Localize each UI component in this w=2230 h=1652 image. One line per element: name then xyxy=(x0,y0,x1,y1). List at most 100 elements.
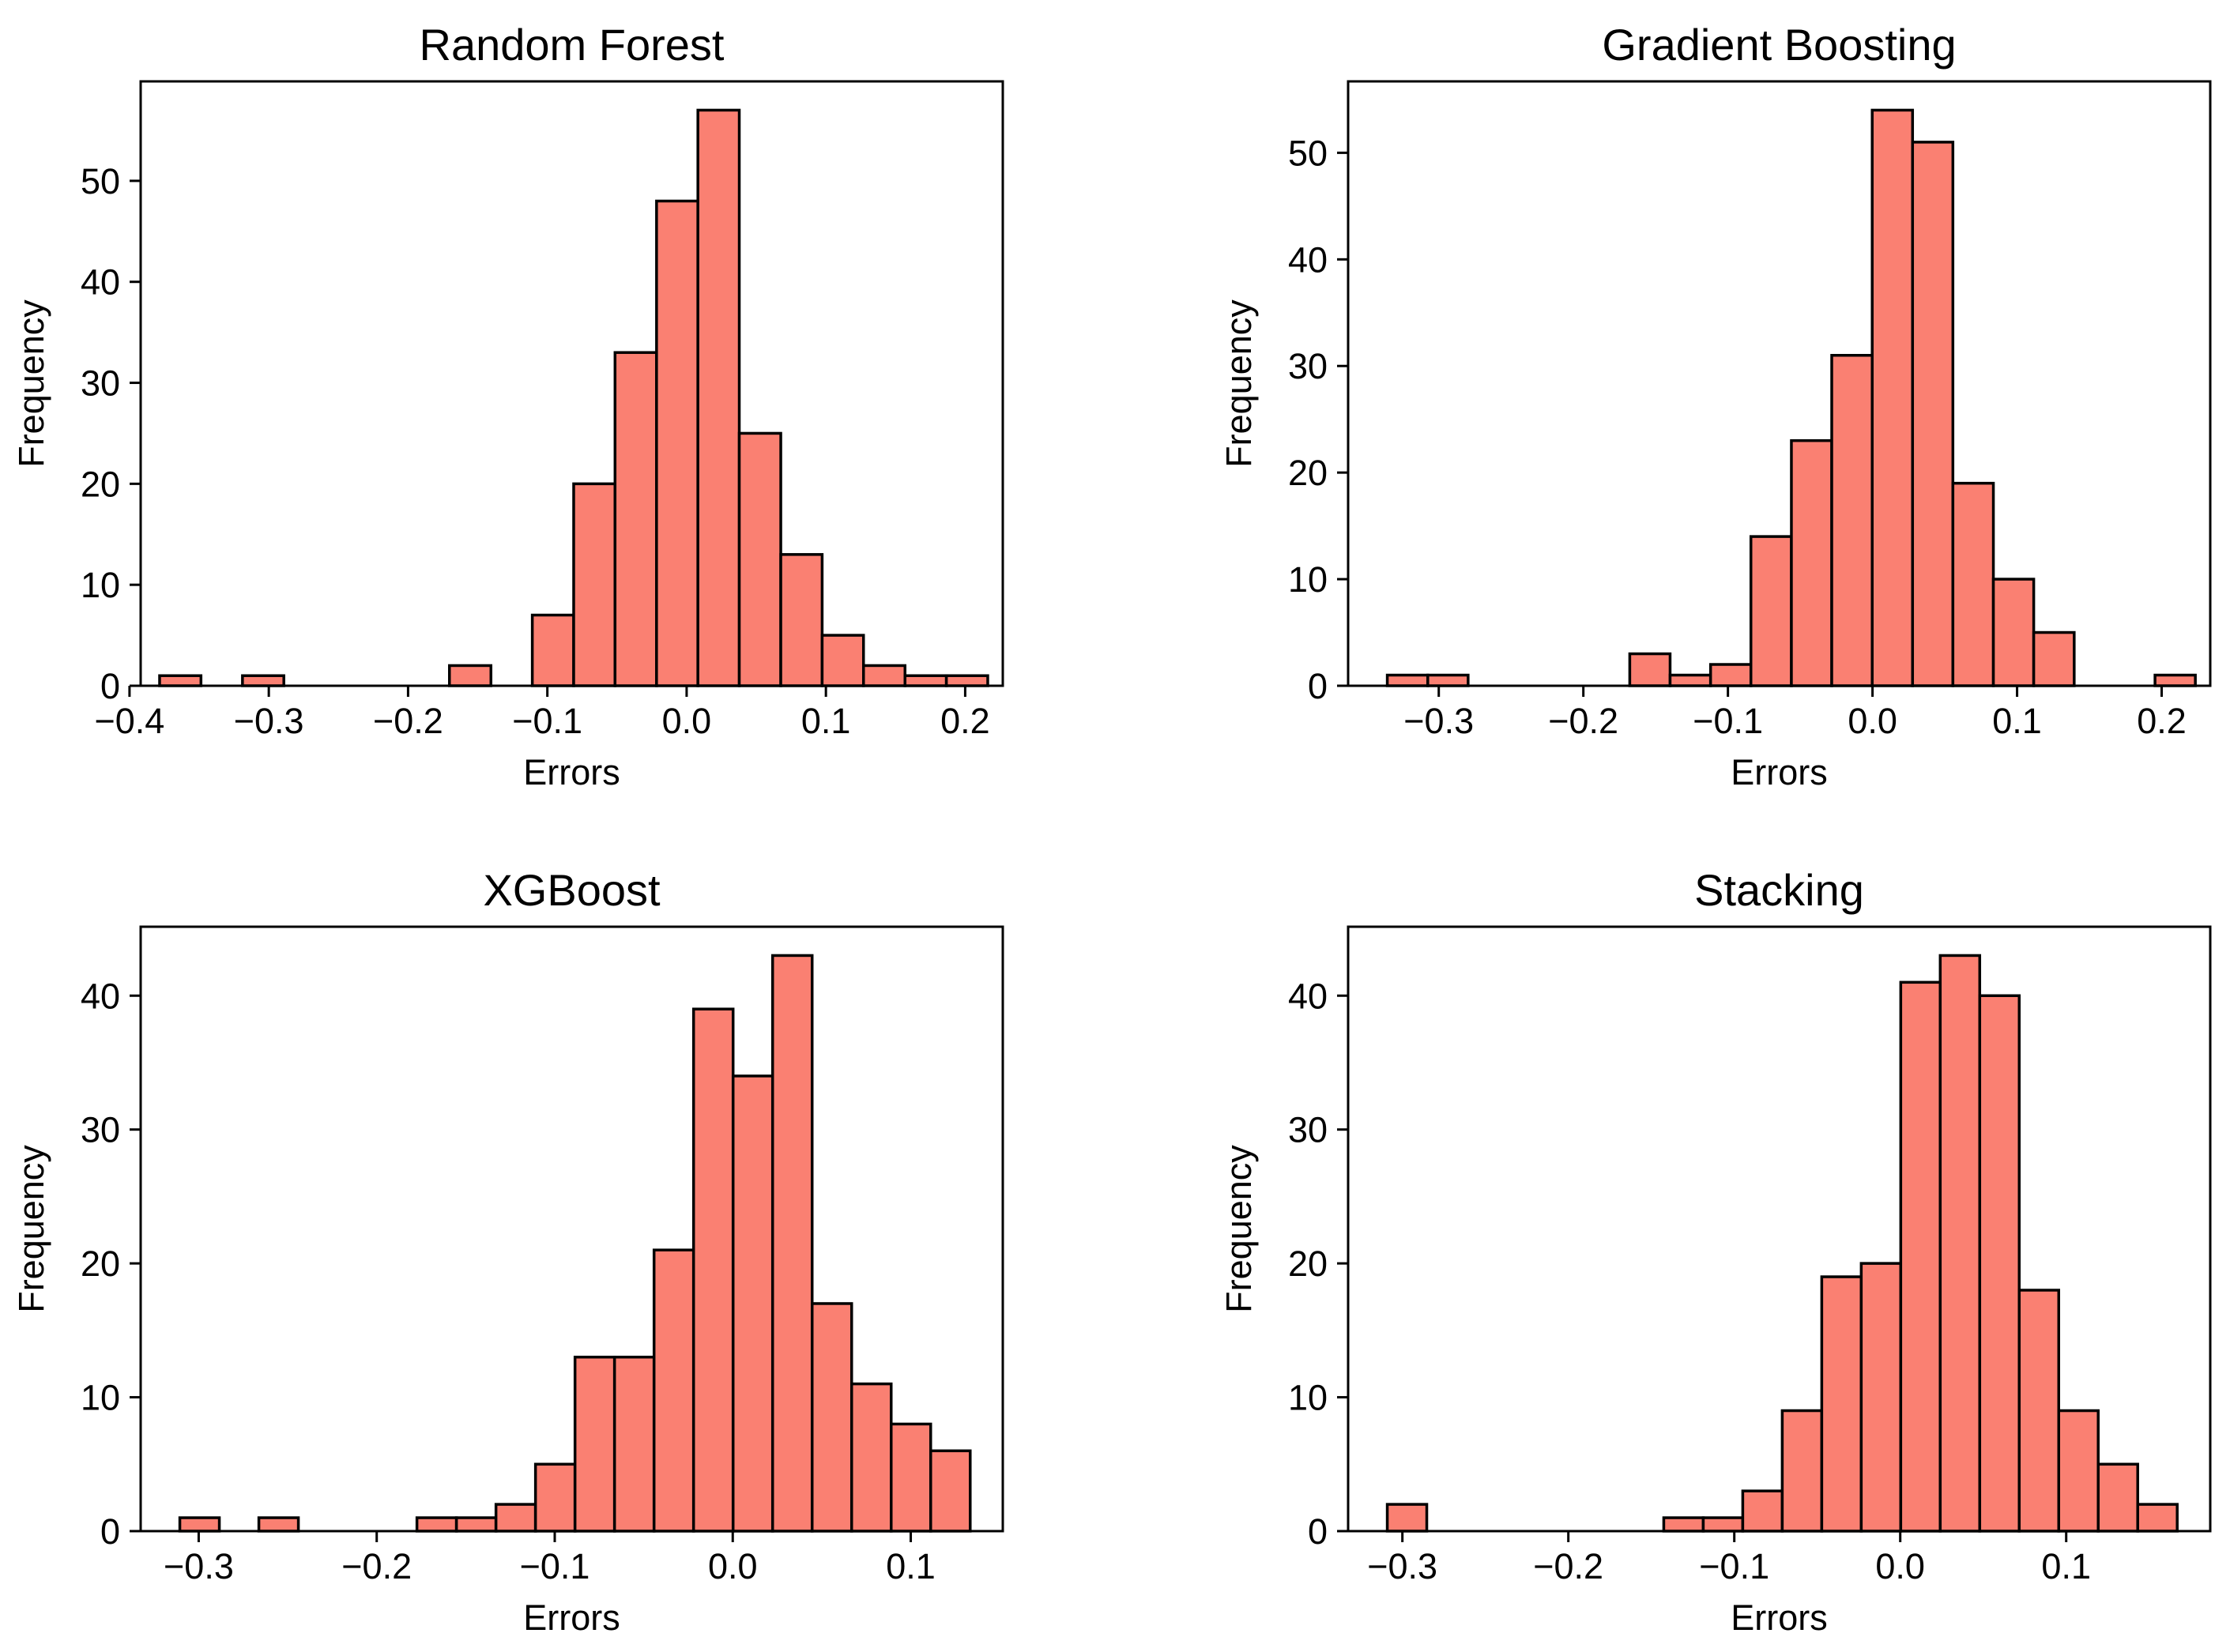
stacking-bar xyxy=(1741,1489,1784,1533)
stacking-y-axis-label: Frequency xyxy=(1219,1145,1259,1313)
gradient-boosting-x-tick-label: −0.1 xyxy=(1693,701,1763,741)
random-forest-x-tick-label: 0.1 xyxy=(801,701,851,741)
random-forest-y-tick-label: 20 xyxy=(81,464,120,504)
stacking-bar xyxy=(1701,1516,1745,1533)
xgboost-bar xyxy=(929,1449,972,1533)
stacking-x-tick-label: −0.1 xyxy=(1699,1546,1769,1586)
xgboost-bar xyxy=(810,1302,853,1533)
xgboost-y-tick-label: 10 xyxy=(81,1378,120,1418)
xgboost-bar xyxy=(415,1516,458,1533)
gradient-boosting-x-tick-label: 0.1 xyxy=(1992,701,2042,741)
random-forest-y-tick-label: 40 xyxy=(81,262,120,303)
xgboost-y-axis-label: Frequency xyxy=(11,1145,51,1313)
xgboost-bar xyxy=(573,1355,616,1533)
xgboost-x-tick-label: 0.1 xyxy=(886,1546,936,1586)
xgboost-x-tick-label: −0.1 xyxy=(520,1546,590,1586)
random-forest-x-tick-label: −0.3 xyxy=(234,701,304,741)
xgboost-y-tick-label: 40 xyxy=(81,976,120,1016)
gradient-boosting-bar xyxy=(1668,673,1712,687)
stacking-bar xyxy=(2017,1289,2061,1533)
gradient-boosting-y-tick-label: 10 xyxy=(1288,559,1328,600)
gradient-boosting-y-tick-label: 20 xyxy=(1288,453,1328,493)
xgboost-bar xyxy=(849,1382,893,1533)
stacking-bar xyxy=(1662,1516,1705,1533)
gradient-boosting-bar xyxy=(1951,481,1995,687)
random-forest-bar xyxy=(613,351,658,687)
stacking-y-tick-label: 0 xyxy=(1308,1511,1328,1552)
random-forest-x-tick-label: −0.1 xyxy=(512,701,582,741)
random-forest-bar xyxy=(448,664,493,687)
random-forest-bar xyxy=(944,674,989,687)
random-forest-axes-frame xyxy=(139,80,1004,687)
stacking-y-tick-label: 20 xyxy=(1288,1244,1328,1284)
xgboost-y-tick-label: 30 xyxy=(81,1110,120,1150)
gradient-boosting-bar xyxy=(1385,673,1430,687)
stacking-x-tick-label: 0.1 xyxy=(2041,1546,2091,1586)
xgboost-histogram: −0.3 −0.2 −0.1 0.0 0.1 0 10 20 30 40 XGBoost Errors… xyxy=(11,865,1004,1638)
random-forest-x-tick-label: 0.2 xyxy=(940,701,990,741)
xgboost-bar xyxy=(494,1503,537,1533)
gradient-boosting-y-tick-label: 50 xyxy=(1288,133,1328,173)
random-forest-bar xyxy=(655,199,699,687)
random-forest-title: Random Forest xyxy=(420,20,725,70)
gradient-boosting-bar xyxy=(2032,630,2076,687)
stacking-bar xyxy=(1780,1409,1824,1533)
gradient-boosting-histogram: −0.3 −0.2 −0.1 0.0 0.1 0.2 0 10 20 30 40 50 Gradient… xyxy=(1219,20,2212,792)
xgboost-x-tick-label: −0.2 xyxy=(341,1546,412,1586)
gradient-boosting-bar xyxy=(1790,438,1833,687)
gradient-boosting-bar xyxy=(1749,535,1793,687)
stacking-axes-frame xyxy=(1347,925,2212,1533)
stacking-y-tick-label: 40 xyxy=(1288,976,1328,1016)
random-forest-y-tick-label: 0 xyxy=(100,666,120,706)
stacking-y-tick-label: 30 xyxy=(1288,1110,1328,1150)
random-forest-bar xyxy=(737,431,782,687)
random-forest-x-tick-label: 0.0 xyxy=(662,701,712,741)
xgboost-axes-frame xyxy=(139,925,1004,1533)
stacking-bar xyxy=(1385,1503,1429,1533)
stacking-y-tick-label: 10 xyxy=(1288,1378,1328,1418)
gradient-boosting-x-tick-label: −0.3 xyxy=(1403,701,1474,741)
random-forest-x-axis-label: Errors xyxy=(523,752,620,792)
xgboost-bar xyxy=(454,1516,498,1533)
random-forest-y-axis-label: Frequency xyxy=(11,299,51,468)
stacking-title: Stacking xyxy=(1694,865,1864,915)
stacking-bar xyxy=(2096,1462,2139,1533)
gradient-boosting-y-tick-label: 40 xyxy=(1288,239,1328,280)
gradient-boosting-title: Gradient Boosting xyxy=(1602,20,1956,70)
stacking-histogram: −0.3 −0.2 −0.1 0.0 0.1 0 10 20 30 40 Stacking Error… xyxy=(1219,865,2212,1638)
stacking-bar xyxy=(2057,1409,2100,1533)
xgboost-bar xyxy=(890,1422,932,1533)
gradient-boosting-axes-frame xyxy=(1347,80,2212,687)
gradient-boosting-x-axis-label: Errors xyxy=(1731,752,1828,792)
stacking-bar xyxy=(2136,1503,2179,1533)
stacking-bar xyxy=(1859,1262,1903,1533)
random-forest-bar xyxy=(241,674,285,687)
random-forest-bar xyxy=(862,664,907,687)
xgboost-bar xyxy=(770,954,814,1533)
gradient-boosting-y-tick-label: 30 xyxy=(1288,346,1328,386)
random-forest-y-tick-label: 10 xyxy=(81,565,120,605)
random-forest-y-tick-label: 50 xyxy=(81,161,120,201)
gradient-boosting-x-tick-label: −0.2 xyxy=(1548,701,1618,741)
gradient-boosting-bar xyxy=(1426,673,1470,687)
stacking-x-tick-label: 0.0 xyxy=(1875,1546,1925,1586)
random-forest-bar xyxy=(903,674,948,687)
gradient-boosting-bar xyxy=(1708,663,1753,687)
xgboost-x-tick-label: 0.0 xyxy=(708,1546,758,1586)
gradient-boosting-bar xyxy=(1830,354,1874,687)
random-forest-bar xyxy=(696,108,741,687)
random-forest-histogram: −0.4 −0.3 −0.2 −0.1 0.0 0.1 0.2 0 10 20 30 40 50 Rand… xyxy=(11,20,1004,792)
xgboost-bar xyxy=(652,1248,695,1533)
stacking-bar xyxy=(1820,1275,1863,1533)
xgboost-bar xyxy=(178,1516,221,1533)
gradient-boosting-bar xyxy=(1870,108,1915,687)
gradient-boosting-bar xyxy=(1991,578,2036,687)
xgboost-x-axis-label: Errors xyxy=(523,1597,620,1638)
gradient-boosting-x-tick-label: 0.2 xyxy=(2137,701,2187,741)
xgboost-title: XGBoost xyxy=(483,865,661,915)
random-forest-bar xyxy=(779,553,824,687)
stacking-bar xyxy=(1899,980,1942,1533)
xgboost-bar xyxy=(612,1355,656,1533)
gradient-boosting-bar xyxy=(1911,141,1955,687)
